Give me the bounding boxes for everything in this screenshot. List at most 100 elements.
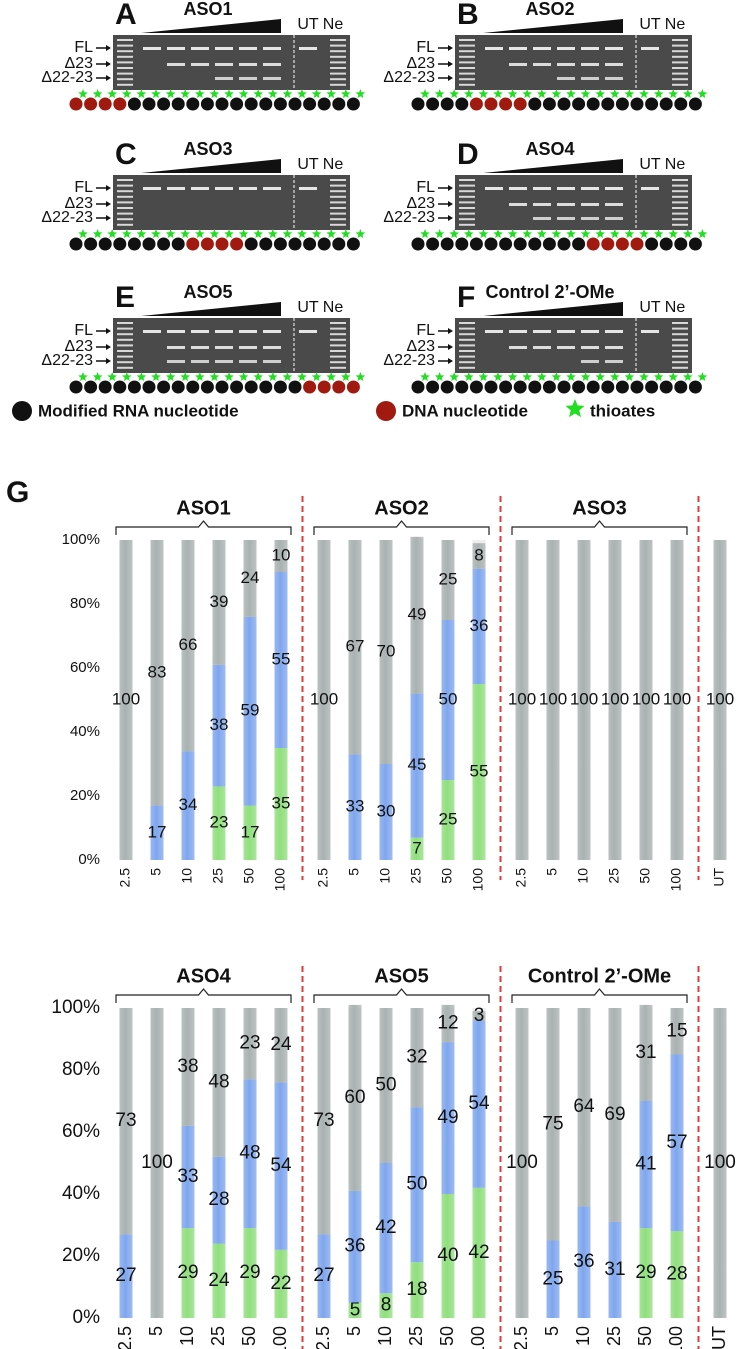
nucleotide	[230, 97, 244, 111]
band	[239, 360, 257, 363]
thioate-star	[238, 372, 249, 381]
nucleotide	[273, 237, 287, 251]
thioate-star	[326, 229, 336, 238]
lane-label: UT	[639, 299, 661, 316]
ladder-band	[672, 39, 688, 41]
x-tick-label: 50	[635, 1326, 655, 1346]
x-tick-label: 2.5	[313, 1326, 333, 1349]
bar-segment	[441, 540, 455, 620]
nucleotide	[557, 97, 571, 111]
data-label: 100	[570, 689, 598, 708]
thioate-star	[551, 372, 562, 381]
x-tick-label: 10	[177, 1326, 197, 1346]
nucleotide	[69, 97, 83, 111]
band	[191, 47, 209, 50]
thioate-star	[697, 89, 708, 98]
thioate-star	[449, 229, 459, 238]
thioate-star	[566, 372, 576, 381]
data-label: 100	[601, 689, 629, 708]
thioate-star	[180, 89, 190, 98]
nucleotide	[98, 97, 112, 111]
ladder-band	[117, 201, 133, 204]
x-tick-label: 2.5	[117, 868, 133, 888]
band	[263, 346, 281, 349]
gel-title: ASO5	[183, 282, 232, 302]
band	[533, 217, 551, 220]
thioate-star	[493, 89, 503, 98]
ladder-band	[117, 327, 133, 330]
gel	[455, 175, 692, 230]
nucleotide	[273, 380, 287, 394]
group-title: ASO3	[572, 497, 626, 519]
legend-swatch	[565, 399, 585, 418]
ladder-band	[330, 207, 346, 209]
ladder-band	[459, 212, 475, 215]
nucleotide	[303, 237, 317, 251]
band	[485, 47, 503, 50]
ladder-band	[117, 355, 133, 358]
thioate-star	[493, 229, 503, 238]
bar-segment	[577, 1206, 591, 1318]
nucleotide	[469, 237, 483, 251]
bar-segment	[348, 540, 362, 755]
x-tick-label: 50	[637, 868, 653, 884]
ladder-band	[330, 61, 346, 64]
ladder-band	[459, 67, 475, 69]
ladder-band	[117, 61, 133, 64]
thioate-star	[668, 89, 678, 98]
data-label: 50	[406, 1174, 427, 1195]
thioate-star	[122, 229, 132, 238]
x-tick-label: 25	[208, 1326, 228, 1346]
band	[581, 203, 599, 206]
bar-segment	[181, 540, 195, 752]
ladder-band	[117, 72, 133, 75]
nucleotide	[542, 237, 556, 251]
thioate-star	[639, 372, 649, 381]
data-label: 67	[346, 637, 365, 656]
bar-segment	[670, 1231, 684, 1318]
nucleotide	[142, 380, 156, 394]
nucleotide	[215, 380, 229, 394]
thioate-star	[355, 372, 366, 381]
data-label: 17	[148, 822, 167, 841]
group-title: Control 2’-OMe	[528, 965, 671, 987]
ladder-band	[117, 39, 133, 41]
data-label: 17	[241, 822, 260, 841]
group-bracket	[313, 988, 490, 1003]
legend-label: thioates	[590, 401, 655, 420]
x-tick-label: 100	[668, 868, 684, 892]
band-label: FL	[74, 322, 93, 339]
nucleotide	[586, 380, 600, 394]
bar-segment	[713, 1008, 727, 1318]
thioate-star	[493, 372, 503, 381]
ladder-band	[459, 218, 475, 221]
y-tick-label: 100%	[62, 531, 100, 548]
ladder-band	[330, 39, 346, 41]
panel-letter: E	[115, 281, 135, 314]
ladder-band	[330, 190, 346, 193]
band	[143, 187, 161, 190]
x-tick-label: 10	[575, 868, 591, 884]
nucleotide	[215, 237, 229, 251]
data-label: 31	[604, 1259, 625, 1280]
data-label: 29	[239, 1262, 260, 1283]
ladder-band	[672, 212, 688, 215]
band-arrowhead	[106, 328, 111, 334]
band-label: Δ22-23	[41, 352, 93, 369]
data-label: 100	[112, 689, 140, 708]
ladder-band	[672, 350, 688, 352]
band-arrowhead	[106, 344, 111, 350]
ladder-band	[330, 350, 346, 352]
ladder-band	[459, 338, 475, 341]
legend-swatch	[376, 401, 396, 421]
thioate-star	[122, 89, 132, 98]
band-label: Δ23	[407, 338, 436, 355]
thioate-star	[355, 229, 366, 238]
thioate-star	[478, 89, 489, 98]
data-label: 27	[313, 1265, 334, 1286]
nucleotide	[440, 97, 454, 111]
ladder-band	[459, 201, 475, 204]
band	[557, 77, 575, 80]
x-tick-label: 5	[346, 868, 362, 876]
thioate-star	[151, 89, 161, 98]
